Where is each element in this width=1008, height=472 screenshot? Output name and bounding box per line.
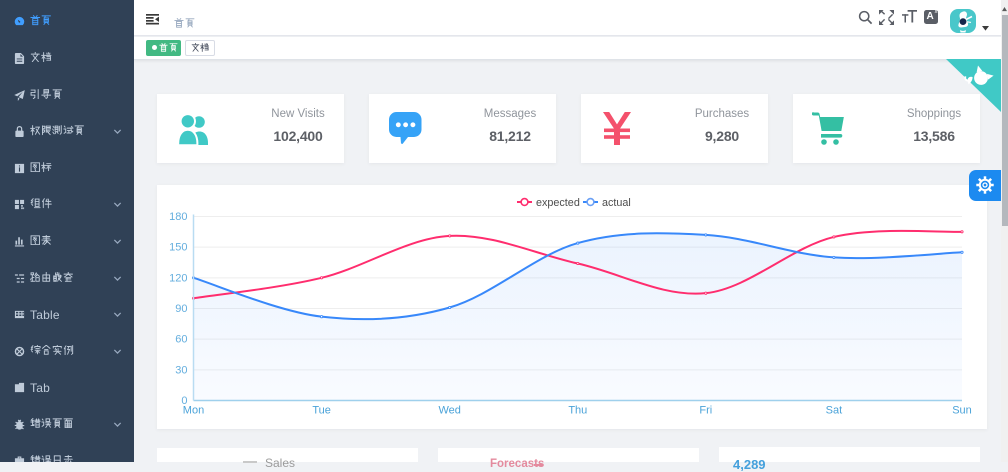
svg-text:90: 90: [175, 303, 187, 315]
svg-text:expected: expected: [536, 197, 580, 209]
svg-text:150: 150: [169, 241, 187, 253]
svg-text:Wed: Wed: [438, 404, 460, 416]
svg-text:Fri: Fri: [699, 404, 712, 416]
svg-text:Thu: Thu: [568, 404, 587, 416]
svg-text:120: 120: [169, 272, 187, 284]
svg-text:180: 180: [169, 211, 187, 223]
svg-text:30: 30: [175, 364, 187, 376]
svg-text:actual: actual: [602, 197, 631, 209]
svg-text:Tue: Tue: [312, 404, 331, 416]
svg-text:Sun: Sun: [952, 404, 972, 416]
svg-text:Mon: Mon: [183, 404, 204, 416]
svg-text:60: 60: [175, 333, 187, 345]
svg-text:Sat: Sat: [826, 404, 843, 416]
